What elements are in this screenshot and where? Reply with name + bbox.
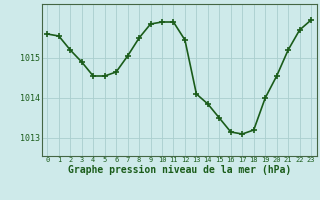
X-axis label: Graphe pression niveau de la mer (hPa): Graphe pression niveau de la mer (hPa) bbox=[68, 165, 291, 175]
